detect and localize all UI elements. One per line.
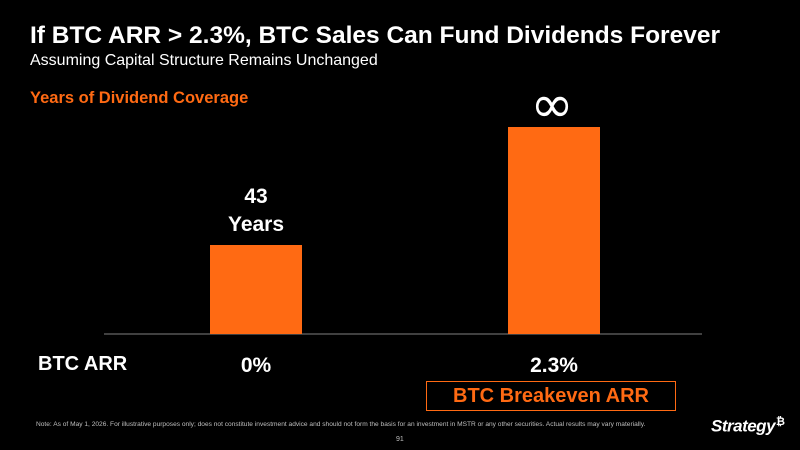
logo-text: Strategy — [711, 416, 776, 436]
bitcoin-icon: ₿ — [776, 416, 785, 428]
bar-2 — [508, 127, 600, 334]
x-tick-label-1: 0% — [241, 354, 272, 377]
infinity-label: ∞ — [530, 75, 573, 135]
bar-1 — [210, 245, 302, 334]
x-tick-label-2: 2.3% — [530, 354, 578, 377]
breakeven-callout: BTC Breakeven ARR — [426, 381, 676, 411]
data-label-1-line-2: Years — [228, 213, 284, 236]
footnote: Note: As of May 1, 2026. For illustrativ… — [36, 421, 646, 428]
x-axis-title: BTC ARR — [38, 353, 128, 375]
chart-section-label: Years of Dividend Coverage — [30, 89, 249, 107]
slide-subtitle: Assuming Capital Structure Remains Uncha… — [30, 52, 378, 69]
slide-title: If BTC ARR > 2.3%, BTC Sales Can Fund Di… — [30, 22, 720, 49]
strategy-logo: Strategy₿ — [711, 416, 785, 437]
page-number: 91 — [396, 436, 404, 443]
data-label-1-line-1: 43 — [244, 185, 267, 208]
